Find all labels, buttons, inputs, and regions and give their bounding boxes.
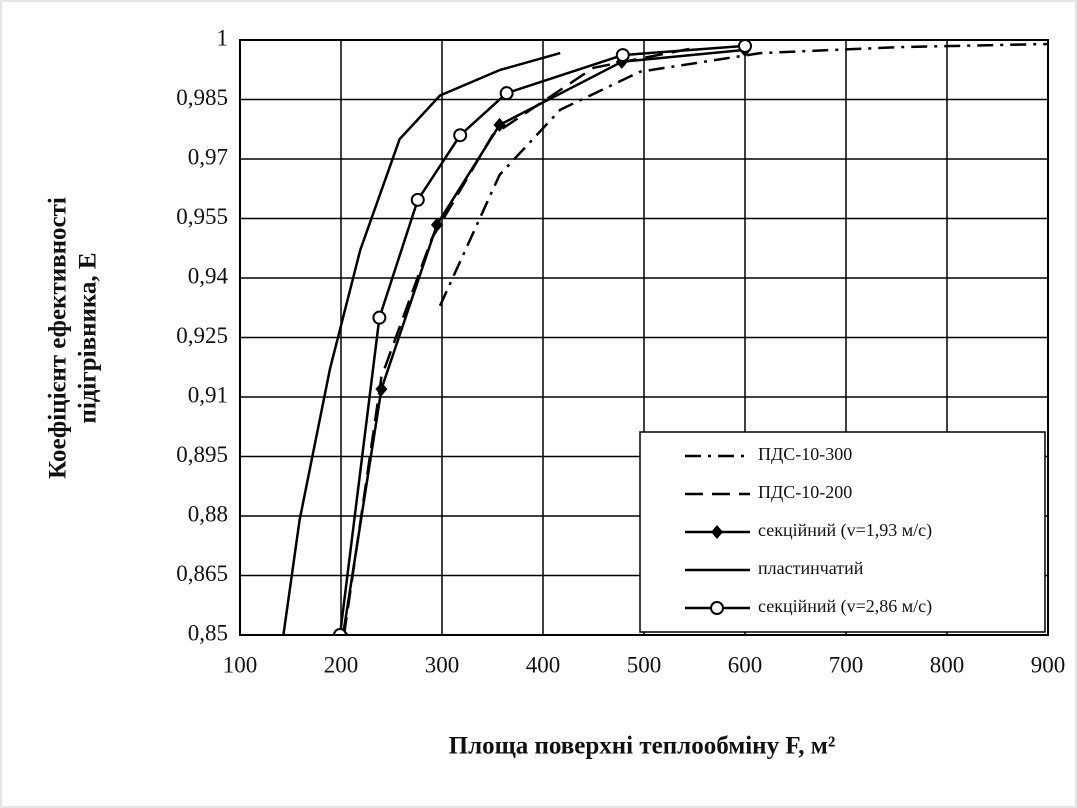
legend-label: секційний (v=2,86 м/с) [758,596,932,617]
x-tick-label: 100 [223,652,258,677]
y-axis-label-line: Коефіцієнт ефективності [45,197,72,479]
x-tick-label: 200 [324,652,359,677]
series-line [341,48,746,635]
y-tick-label: 0,925 [176,323,228,348]
y-tick-label: 1 [217,25,229,50]
y-tick-label: 0,85 [188,620,228,645]
legend-marker [710,601,724,615]
x-tick-label: 600 [728,652,763,677]
marker [738,40,752,53]
series-line [438,42,1048,307]
legend-label: ПДС-10-200 [758,482,852,502]
y-tick-label: 0,985 [176,85,228,110]
marker [410,192,425,207]
legend-marker [711,525,723,539]
y-tick-label: 0,94 [188,263,229,288]
x-tick-label: 800 [930,652,965,677]
plot [282,40,1048,635]
y-tick-label: 0,97 [188,144,228,169]
marker [375,382,388,397]
legend-label: секційний (v=1,93 м/с) [758,520,932,541]
legend-label: пластинчатий [758,558,864,578]
y-tick-label: 0,895 [176,442,228,467]
x-tick-label: 900 [1031,652,1066,677]
marker [499,86,514,101]
x-tick-label: 300 [425,652,460,677]
series-line [282,51,561,635]
marker [372,310,387,325]
y-tick-label: 0,955 [176,204,228,229]
x-tick-label: 500 [627,652,662,677]
x-tick-label: 700 [829,652,864,677]
marker [615,48,630,63]
y-tick-label: 0,91 [188,382,228,407]
x-tick-label: 400 [526,652,561,677]
marker [430,217,443,232]
marker [493,117,506,132]
y-axis-label: Коефіцієнт ефективності підігрівника, Е [45,197,102,479]
y-tick-label: 0,865 [176,561,228,586]
y-axis-label-line: підігрівника, Е [75,252,102,423]
x-axis-label: Площа поверхні теплообміну F, м² [449,733,836,760]
marker [332,628,347,635]
y-tick-label: 0,88 [188,501,228,526]
legend-label: ПДС-10-300 [758,444,852,464]
legend: ПДС-10-300 ПДС-10-200 секційний (v=1,93 м/… [639,431,1046,633]
marker [453,128,468,143]
plot-border [239,39,1049,636]
